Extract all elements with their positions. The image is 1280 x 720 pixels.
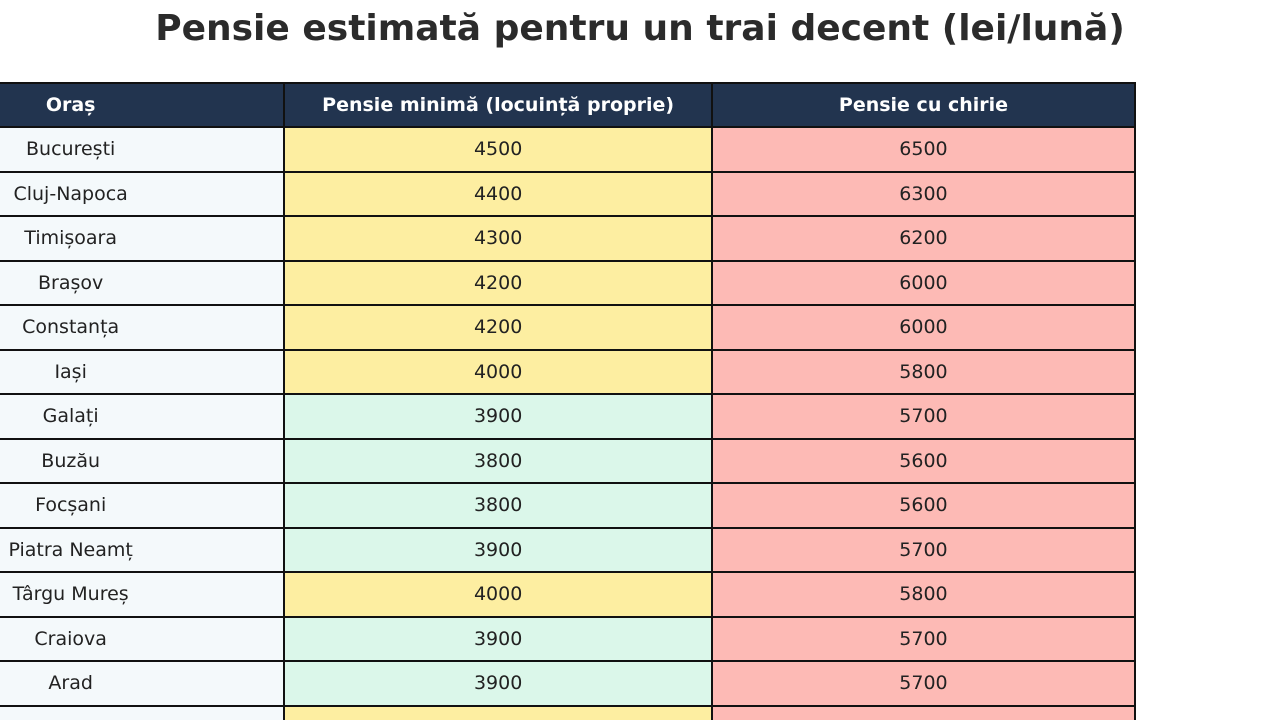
city-cell: Iași	[0, 348, 286, 395]
row: Târgu Mureș 4000 5800	[0, 571, 1137, 618]
row-cut	[0, 704, 1137, 720]
rent-pension-cell: 5600	[710, 437, 1137, 484]
row: Arad 3900 5700	[0, 660, 1137, 707]
title: Pensie estimată pentru un trai decent (l…	[155, 8, 1125, 49]
min-pension-cell: 4200	[283, 259, 713, 306]
row: Brașov 4200 6000	[0, 259, 1137, 306]
city-cell: Brașov	[0, 259, 286, 306]
row: Galați 3900 5700	[0, 393, 1137, 440]
min-pension-cell: 3900	[283, 393, 713, 440]
city-cell: Arad	[0, 660, 286, 707]
rent-pension-cell: 5700	[710, 660, 1137, 707]
min-pension-cell: 4400	[283, 170, 713, 217]
city-cell: Piatra Neamț	[0, 526, 286, 573]
row: Craiova 3900 5700	[0, 615, 1137, 662]
min-pension-cell: 4200	[283, 304, 713, 351]
city-cell: Târgu Mureș	[0, 571, 286, 618]
row: Timișoara 4300 6200	[0, 215, 1137, 262]
row: Piatra Neamț 3900 5700	[0, 526, 1137, 573]
city-cell: Constanța	[0, 304, 286, 351]
rent-pension-cell: 6300	[710, 170, 1137, 217]
city-cell: Galați	[0, 393, 286, 440]
row: Cluj-Napoca 4400 6300	[0, 170, 1137, 217]
min-pension-cell: 3800	[283, 482, 713, 529]
rent-pension-cell: 5600	[710, 482, 1137, 529]
header-cell: Pensie cu chirie	[710, 82, 1137, 128]
city-cell: Cluj-Napoca	[0, 170, 286, 217]
rent-pension-cell: 5800	[710, 348, 1137, 395]
rent-pension-cell: 5700	[710, 526, 1137, 573]
header-row: Oraș Pensie minimă (locuință proprie) Pens…	[0, 82, 1137, 128]
city-cell: Buzău	[0, 437, 286, 484]
min-pension-cell: 4500	[283, 126, 713, 173]
min-pension-cell: 3900	[283, 526, 713, 573]
rent-pension-cell: 6000	[710, 259, 1137, 306]
min-pension-cell: 3900	[283, 660, 713, 707]
row: București 4500 6500	[0, 126, 1137, 173]
city-cell: Focșani	[0, 482, 286, 529]
min-pension-cell: 4000	[283, 348, 713, 395]
row: Buzău 3800 5600	[0, 437, 1137, 484]
rent-pension-cell: 5700	[710, 615, 1137, 662]
rent-pension-cell: 5800	[710, 571, 1137, 618]
city-cell: București	[0, 126, 286, 173]
rent-pension-cell: 5700	[710, 393, 1137, 440]
min-pension-cell: 4000	[283, 571, 713, 618]
row: Focșani 3800 5600	[0, 482, 1137, 529]
city-cell: Timișoara	[0, 215, 286, 262]
table: Oraș Pensie minimă (locuință proprie) Pens…	[0, 82, 1137, 720]
city-cell	[0, 704, 286, 720]
rent-pension-cell: 6500	[710, 126, 1137, 173]
header-cell: Pensie minimă (locuință proprie)	[283, 82, 713, 128]
min-pension-cell: 4300	[283, 215, 713, 262]
row: Iași 4000 5800	[0, 348, 1137, 395]
min-pension-cell	[283, 704, 713, 720]
min-pension-cell: 3900	[283, 615, 713, 662]
rent-pension-cell: 6000	[710, 304, 1137, 351]
city-cell: Craiova	[0, 615, 286, 662]
rent-pension-cell	[710, 704, 1137, 720]
header-cell: Oraș	[0, 82, 286, 128]
row: Constanța 4200 6000	[0, 304, 1137, 351]
rent-pension-cell: 6200	[710, 215, 1137, 262]
min-pension-cell: 3800	[283, 437, 713, 484]
